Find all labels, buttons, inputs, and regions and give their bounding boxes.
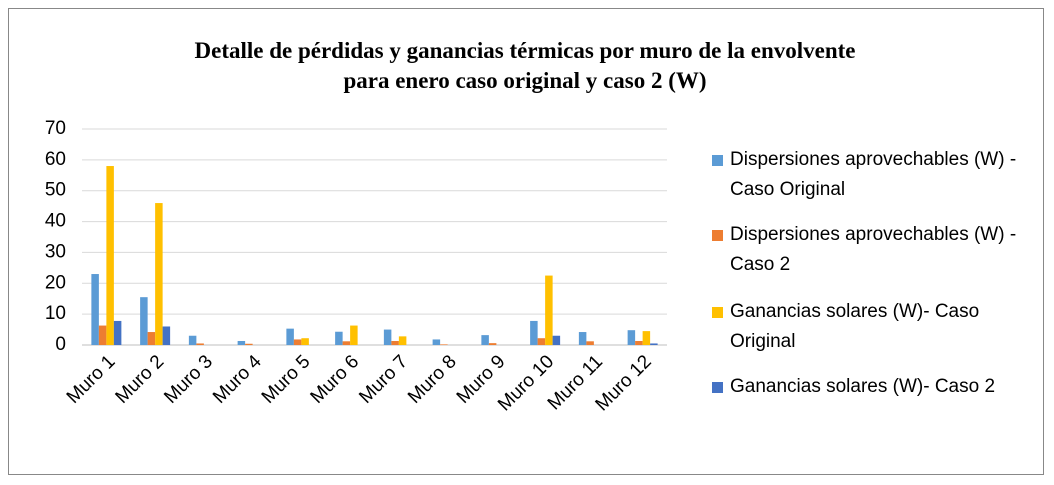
bar <box>293 339 302 345</box>
legend-item: Dispersiones aprovechables (W) - Caso 2 <box>712 220 1042 280</box>
bar <box>635 340 643 345</box>
bar <box>147 332 156 345</box>
bar <box>162 326 171 345</box>
legend-swatch <box>712 230 723 241</box>
bar <box>586 341 594 345</box>
bar <box>481 335 489 345</box>
x-tick-label: Muro 5 <box>258 351 315 408</box>
bar <box>578 332 587 345</box>
chart-title: Detalle de pérdidas y ganancias térmicas… <box>194 38 856 93</box>
bar <box>342 341 351 345</box>
bar <box>91 274 99 345</box>
bar <box>301 338 309 345</box>
bar <box>155 203 163 345</box>
chart-frame <box>8 8 1044 475</box>
x-tick-label: Muro 7 <box>355 351 412 408</box>
x-tick-label: Muro 6 <box>307 351 364 408</box>
legend-item: Ganancias solares (W)- Caso Original <box>712 297 1042 357</box>
y-tick-label: 20 <box>45 272 66 293</box>
y-tick-label: 40 <box>45 211 66 232</box>
x-tick-label: Muro 2 <box>112 351 169 408</box>
legend-swatch <box>712 382 723 393</box>
legend-swatch <box>712 155 723 166</box>
bar <box>237 340 246 345</box>
bar <box>350 325 358 345</box>
y-tick-label: 0 <box>55 334 66 355</box>
bar <box>432 339 441 345</box>
legend-item: Ganancias solares (W)- Caso 2 <box>712 372 1042 402</box>
bar <box>391 340 399 345</box>
bar <box>98 325 107 345</box>
y-tick-label: 50 <box>45 180 66 201</box>
legend-label: Ganancias solares (W)- Caso 2 <box>730 376 996 397</box>
y-tick-label: 60 <box>45 149 66 170</box>
bar <box>113 320 122 345</box>
legend-item: Dispersiones aprovechables (W) - Caso Or… <box>712 145 1042 205</box>
bar <box>106 166 114 345</box>
x-tick-label: Muro 8 <box>404 351 461 408</box>
legend-label: Dispersiones aprovechables (W) - Caso 2 <box>730 224 1017 275</box>
y-tick-label: 30 <box>45 241 66 262</box>
bar <box>440 344 448 345</box>
legend-label: Ganancias solares (W)- Caso Original <box>730 301 980 352</box>
bar <box>552 335 561 345</box>
x-tick-label: Muro 4 <box>209 351 266 408</box>
legend-label: Dispersiones aprovechables (W) - Caso Or… <box>730 149 1017 200</box>
bar <box>140 297 148 345</box>
bar <box>537 338 546 345</box>
bar <box>627 330 636 345</box>
y-tick-label: 70 <box>45 118 66 139</box>
bar <box>245 343 253 345</box>
bar <box>196 343 204 345</box>
bar <box>398 336 407 345</box>
x-tick-label: Muro 1 <box>63 351 120 408</box>
x-tick-label: Muro 3 <box>160 351 217 408</box>
bar <box>650 343 658 345</box>
bar <box>286 328 294 345</box>
bar <box>335 331 343 345</box>
bar <box>545 275 553 345</box>
bar <box>642 331 651 345</box>
y-tick-label: 10 <box>45 303 66 324</box>
bar <box>383 329 392 345</box>
bar <box>488 343 497 345</box>
bar <box>530 320 538 345</box>
legend-swatch <box>712 307 723 318</box>
bar <box>188 335 197 345</box>
